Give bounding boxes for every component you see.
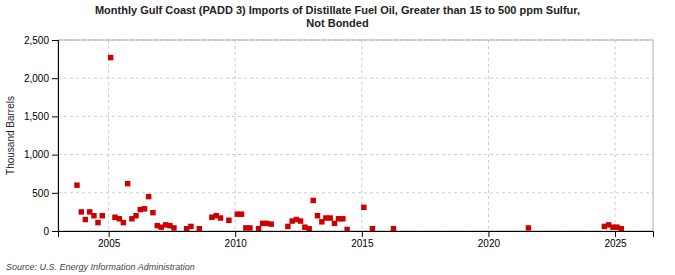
point [197,226,202,231]
x-axis-tick: 2025 [604,231,627,249]
plot: 2005 2010 2015 2020 2025 0 500 1,000 1,500 2,000 2… [24,35,654,249]
grid [58,40,653,231]
y-axis-label: Thousand Barrels [5,96,16,175]
grid-line-y [58,78,653,79]
x-axis-tick-label: 2025 [604,238,627,249]
point [146,194,151,199]
y-axis-tick: 500 [32,188,58,199]
point [285,224,290,229]
point [171,225,176,230]
y-axis-tick-mark [52,40,58,41]
point [370,226,375,231]
x-axis-tick-label: 2005 [98,238,121,249]
y-axis-tick-label: 0 [43,226,49,237]
point [226,218,231,223]
point [327,215,332,220]
x-axis-tick-mark [615,231,616,237]
y-axis-tick-mark [52,193,58,194]
y-axis-tick: 2,000 [24,73,58,84]
y-axis-tick-mark [52,116,58,117]
point [79,209,84,214]
point [133,213,138,218]
point [188,224,193,229]
point [361,205,366,210]
grid-line-x [108,40,109,231]
y-axis-tick-label: 1,500 [24,111,49,122]
point [95,220,100,225]
y-axis-line [52,41,59,232]
x-axis-tick: 2005 [98,231,121,249]
point [100,213,105,218]
point [108,55,113,60]
point [268,221,273,226]
point [619,226,624,231]
y-axis-tick: 1,500 [24,111,58,122]
point [121,220,126,225]
y-axis-tick-mark [52,78,58,79]
point [247,225,252,230]
x-axis-tick: 2010 [225,231,248,249]
y-axis-tick-label: 1,000 [24,149,49,160]
point [344,227,349,231]
x-axis-tick: 2015 [351,231,374,249]
point [298,218,303,223]
point [239,211,244,216]
x-axis-tick-mark [488,231,489,237]
y-axis-tick-label: 2,000 [24,73,49,84]
grid-line-x [488,40,489,231]
grid-line-y [58,116,653,117]
grid-line-x [615,40,616,231]
point [91,213,96,218]
point [74,182,79,187]
grid-line-x [235,40,236,231]
x-axis-tick-label: 2020 [478,238,501,249]
y-axis: 0 500 1,000 1,500 2,000 2,500 [24,35,59,237]
grid-line-y [58,154,653,155]
points [74,55,624,231]
x-axis-tick-label: 2015 [351,238,374,249]
x-axis: 2005 2010 2015 2020 2025 [59,231,654,249]
point [150,210,155,215]
point [306,226,311,231]
y-axis-tick: 1,000 [24,149,58,160]
x-axis-tick-mark [362,231,363,237]
grid-line-x [361,40,362,231]
point [142,206,147,211]
point [218,215,223,220]
y-axis-tick: 2,500 [24,35,58,46]
point [310,198,315,203]
point [256,226,261,231]
y-axis-tick: 0 [43,226,58,237]
y-axis-tick-mark [52,231,58,232]
point [125,181,130,186]
x-axis-tick-mark [109,231,110,237]
grid-line-y [58,192,653,193]
x-axis-tick-mark [235,231,236,237]
point [315,213,320,218]
title: Monthly Gulf Coast (PADD 3) Imports of D… [95,4,580,29]
y-axis-tick-label: 2,500 [24,35,49,46]
plot-frame [58,40,653,231]
point [391,226,396,231]
y-axis-tick-label: 500 [32,188,49,199]
y-axis-tick-mark [52,155,58,156]
x-axis-tick-label: 2010 [225,238,248,249]
point [526,225,531,230]
point [83,217,88,222]
point [340,216,345,221]
x-axis-line [59,232,654,238]
source: Source: U.S. Energy Information Administ… [6,262,195,272]
chart: 2005 2010 2015 2020 2025 0 500 1,000 1,500 2,000 2… [0,0,675,275]
x-axis-tick: 2020 [478,231,501,249]
